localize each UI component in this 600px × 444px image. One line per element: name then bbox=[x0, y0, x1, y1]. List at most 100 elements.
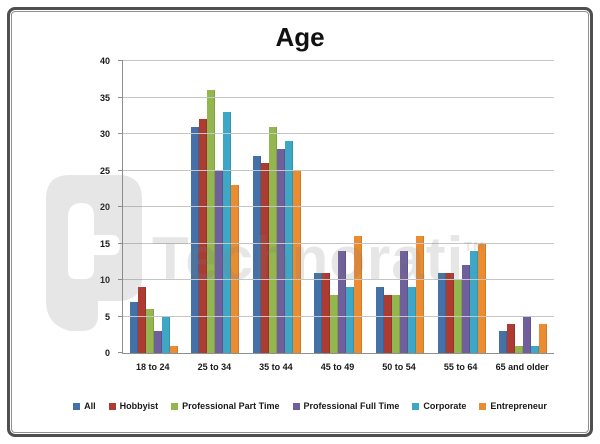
gridline bbox=[123, 133, 554, 134]
bar-professional-full-time bbox=[338, 250, 347, 353]
bar-hobbyist bbox=[384, 294, 393, 353]
y-tick-label: 0 bbox=[104, 348, 110, 358]
x-axis-label: 18 to 24 bbox=[136, 362, 170, 372]
legend-label: Corporate bbox=[423, 401, 467, 411]
bar-group-65-and-older bbox=[499, 61, 548, 353]
bar-group-50-to-54 bbox=[376, 61, 425, 353]
gridline bbox=[123, 60, 554, 61]
gridline bbox=[123, 242, 554, 244]
bar-all bbox=[314, 272, 323, 353]
legend-item-professional-part-time: Professional Part Time bbox=[171, 401, 280, 411]
bar-entrepreneur bbox=[292, 170, 301, 353]
y-tick-label: 30 bbox=[99, 129, 110, 139]
legend-swatch-icon bbox=[108, 402, 116, 410]
y-tick-mark bbox=[118, 279, 123, 280]
bar-corporate bbox=[531, 345, 540, 353]
bar-hobbyist bbox=[445, 272, 454, 353]
x-axis-label: 35 to 44 bbox=[259, 362, 293, 372]
bar-professional-full-time bbox=[276, 148, 285, 353]
y-tick-label: 35 bbox=[99, 92, 110, 103]
bar-all bbox=[129, 301, 138, 353]
y-tick-mark bbox=[118, 206, 123, 207]
bar-group-35-to-44 bbox=[252, 61, 301, 353]
bar-all bbox=[191, 126, 200, 353]
legend-label: Hobbyist bbox=[119, 401, 159, 411]
legend-swatch-icon bbox=[73, 402, 81, 410]
bar-professional-part-time bbox=[207, 90, 216, 353]
bar-group-45-to-49 bbox=[314, 61, 363, 353]
y-tick-label: 40 bbox=[99, 56, 110, 66]
x-axis-label: 55 to 64 bbox=[443, 362, 478, 372]
bar-entrepreneur bbox=[416, 236, 425, 353]
bar-group-55-to-64 bbox=[437, 61, 486, 353]
bar-professional-part-time bbox=[453, 280, 462, 353]
bar-corporate bbox=[408, 287, 417, 353]
y-tick-mark bbox=[118, 352, 123, 353]
y-tick-mark bbox=[118, 60, 123, 61]
y-tick-mark bbox=[118, 96, 123, 98]
y-tick-mark bbox=[118, 169, 123, 171]
bar-corporate bbox=[469, 250, 478, 353]
bar-all bbox=[376, 287, 385, 353]
legend-item-hobbyist: Hobbyist bbox=[108, 401, 159, 411]
bar-professional-part-time bbox=[515, 345, 524, 353]
legend-swatch-icon bbox=[479, 402, 487, 410]
bar-professional-full-time bbox=[461, 265, 470, 353]
bar-group-18-to-24 bbox=[129, 61, 178, 353]
x-axis-label: 25 to 34 bbox=[197, 362, 232, 372]
y-tick-mark bbox=[118, 315, 123, 317]
bar-professional-part-time bbox=[145, 309, 154, 353]
legend-item-corporate: Corporate bbox=[412, 401, 466, 411]
bar-hobbyist bbox=[322, 272, 331, 353]
bars-layer bbox=[123, 61, 554, 353]
bar-professional-part-time bbox=[330, 294, 339, 353]
bar-professional-full-time bbox=[215, 170, 224, 353]
legend-label: Professional Part Time bbox=[182, 401, 280, 411]
gridline bbox=[123, 206, 554, 207]
y-tick-label: 15 bbox=[99, 238, 110, 249]
bar-professional-full-time bbox=[400, 250, 409, 353]
bar-professional-part-time bbox=[268, 126, 277, 353]
x-axis-label: 65 and older bbox=[495, 362, 549, 372]
bar-all bbox=[499, 331, 508, 353]
bar-entrepreneur bbox=[539, 323, 548, 353]
y-tick-mark bbox=[118, 242, 123, 244]
legend-label: All bbox=[84, 401, 96, 411]
gridline bbox=[123, 315, 554, 317]
legend-item-all: All bbox=[73, 401, 96, 411]
y-tick-label: 10 bbox=[99, 275, 110, 285]
y-axis: 0 5 10 15 20 25 30 35 40 bbox=[88, 56, 118, 358]
y-tick-label: 20 bbox=[99, 202, 110, 212]
bar-corporate bbox=[223, 112, 232, 353]
legend-swatch-icon bbox=[292, 402, 300, 410]
bar-corporate bbox=[284, 141, 293, 353]
y-tick-mark bbox=[118, 133, 123, 134]
bar-professional-full-time bbox=[153, 331, 162, 353]
bar-hobbyist bbox=[137, 287, 146, 353]
bar-entrepreneur bbox=[354, 236, 363, 353]
bar-all bbox=[252, 155, 261, 353]
x-axis-labels: 18 to 24 25 to 34 35 to 44 45 to 49 50 to 54… bbox=[122, 362, 553, 372]
x-axis-label: 50 to 54 bbox=[382, 362, 416, 372]
bar-entrepreneur bbox=[477, 243, 486, 353]
bar-group-25-to-34 bbox=[191, 61, 240, 353]
chart-frame: Age 0 5 10 15 20 25 30 35 40 18 to 24 25 to 34 35 … bbox=[7, 7, 593, 437]
bar-entrepreneur bbox=[169, 345, 178, 353]
bar-all bbox=[437, 272, 446, 353]
gridline bbox=[123, 96, 554, 98]
bar-professional-part-time bbox=[392, 294, 401, 353]
legend-label: Entrepreneur bbox=[490, 401, 547, 411]
plot-area bbox=[118, 60, 554, 354]
y-tick-label: 25 bbox=[99, 165, 110, 176]
legend-label: Professional Full Time bbox=[303, 401, 400, 411]
bar-professional-full-time bbox=[523, 316, 532, 353]
chart-title: Age bbox=[275, 22, 325, 52]
bar-hobbyist bbox=[507, 323, 516, 353]
bar-corporate bbox=[161, 316, 170, 353]
bar-hobbyist bbox=[199, 119, 208, 353]
x-axis-label: 45 to 49 bbox=[320, 362, 355, 372]
legend-swatch-icon bbox=[171, 402, 179, 410]
legend: All Hobbyist Professional Part Time Profess… bbox=[10, 401, 600, 411]
legend-swatch-icon bbox=[412, 402, 420, 410]
gridline bbox=[123, 169, 554, 171]
